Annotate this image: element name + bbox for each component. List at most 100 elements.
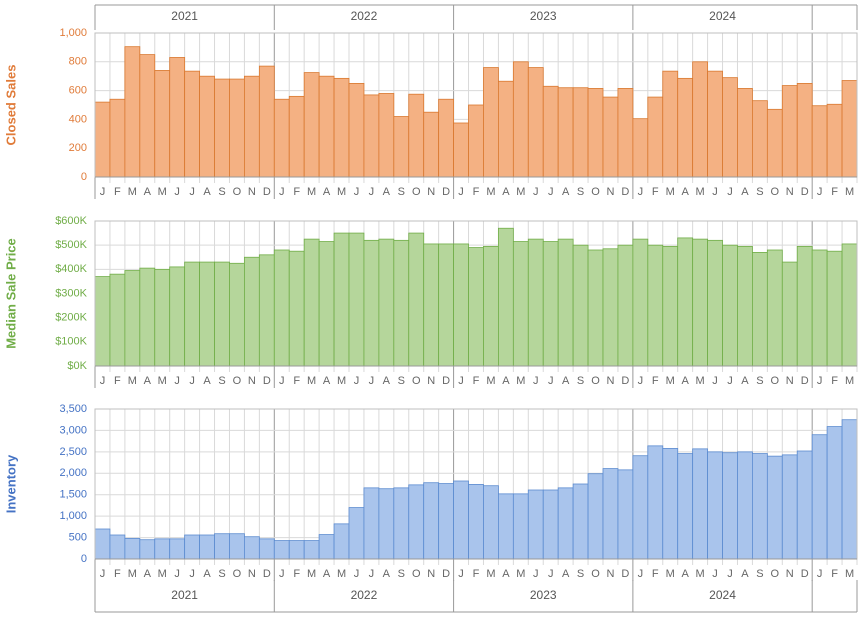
bar bbox=[722, 77, 738, 178]
x-tick-label: A bbox=[383, 375, 391, 387]
bar bbox=[378, 488, 395, 560]
x-tick-label: J bbox=[817, 186, 823, 198]
x-tick-label: J bbox=[712, 186, 718, 198]
bar bbox=[512, 61, 529, 178]
bar bbox=[557, 487, 574, 560]
x-tick-label: M bbox=[696, 568, 705, 580]
x-tick-label: J bbox=[174, 375, 180, 387]
x-tick-label: M bbox=[158, 375, 167, 387]
x-tick-label: S bbox=[756, 186, 763, 198]
bar bbox=[498, 227, 514, 367]
x-tick-label: F bbox=[652, 186, 659, 198]
y-tick-label: 2,500 bbox=[59, 446, 87, 458]
bar bbox=[184, 534, 200, 560]
x-tick-label: M bbox=[337, 186, 346, 198]
bar bbox=[438, 483, 454, 560]
x-tick-label: F bbox=[831, 375, 838, 387]
x-tick-label: F bbox=[114, 375, 121, 387]
bar bbox=[781, 261, 798, 367]
bar bbox=[707, 451, 723, 560]
x-tick-label: M bbox=[696, 375, 705, 387]
x-tick-label: A bbox=[502, 568, 510, 580]
x-tick-label: M bbox=[158, 568, 167, 580]
bar bbox=[617, 469, 634, 560]
x-tick-label: S bbox=[756, 375, 763, 387]
x-tick-label: A bbox=[741, 375, 749, 387]
x-tick-label: J bbox=[533, 375, 539, 387]
y-tick-label: $100K bbox=[55, 336, 87, 348]
bar bbox=[662, 70, 679, 178]
y-tick-label: $500K bbox=[55, 239, 87, 251]
bar bbox=[408, 93, 425, 178]
x-tick-label: O bbox=[591, 186, 600, 198]
bar bbox=[512, 241, 529, 367]
bar bbox=[707, 239, 723, 367]
bar bbox=[169, 538, 186, 560]
x-tick-label: O bbox=[412, 186, 421, 198]
bar bbox=[363, 94, 380, 178]
year-label: 2022 bbox=[351, 588, 378, 602]
x-tick-label: J bbox=[712, 375, 718, 387]
bar bbox=[139, 539, 156, 560]
bar bbox=[124, 538, 141, 560]
y-tick-label: 2,000 bbox=[59, 467, 87, 479]
x-tick-label: J bbox=[279, 186, 285, 198]
x-tick-label: D bbox=[801, 568, 809, 580]
x-tick-label: M bbox=[845, 186, 854, 198]
bar bbox=[214, 533, 230, 560]
bar bbox=[438, 243, 454, 367]
bar bbox=[468, 104, 484, 178]
y-tick-label: 200 bbox=[69, 142, 87, 154]
bar bbox=[199, 75, 215, 178]
year-label: 2024 bbox=[709, 9, 736, 23]
x-tick-label: N bbox=[427, 186, 435, 198]
bar bbox=[453, 480, 469, 560]
x-tick-label: J bbox=[279, 375, 285, 387]
bar bbox=[557, 87, 574, 178]
x-tick-label: J bbox=[100, 186, 106, 198]
year-label: 2024 bbox=[709, 588, 736, 602]
x-tick-label: N bbox=[606, 568, 614, 580]
year-label: 2023 bbox=[530, 588, 557, 602]
bar bbox=[752, 100, 768, 178]
x-tick-label: J bbox=[727, 568, 733, 580]
bar bbox=[94, 528, 111, 560]
x-tick-label: J bbox=[369, 375, 375, 387]
x-tick-label: J bbox=[638, 375, 644, 387]
x-tick-label: J bbox=[548, 375, 554, 387]
bar bbox=[796, 450, 813, 560]
bar bbox=[527, 489, 544, 560]
x-tick-label: O bbox=[591, 568, 600, 580]
x-tick-label: F bbox=[293, 568, 300, 580]
bar bbox=[184, 261, 200, 367]
bar bbox=[468, 484, 484, 560]
bar bbox=[109, 273, 126, 367]
bar bbox=[333, 523, 350, 560]
x-tick-label: F bbox=[473, 186, 480, 198]
bar bbox=[408, 232, 425, 367]
bar bbox=[453, 122, 469, 178]
x-tick-label: D bbox=[442, 568, 450, 580]
bar bbox=[722, 452, 738, 560]
x-tick-label: F bbox=[652, 375, 659, 387]
x-tick-label: M bbox=[666, 375, 675, 387]
y-tick-label: 400 bbox=[69, 113, 87, 125]
x-tick-label: O bbox=[771, 375, 780, 387]
y-tick-label: 800 bbox=[69, 56, 87, 68]
x-tick-label: F bbox=[293, 375, 300, 387]
bar bbox=[393, 116, 410, 178]
x-tick-label: A bbox=[562, 186, 570, 198]
y-tick-label: 600 bbox=[69, 85, 87, 97]
x-tick-label: J bbox=[638, 568, 644, 580]
bar bbox=[303, 238, 320, 367]
bar bbox=[408, 484, 425, 560]
bar bbox=[483, 245, 499, 367]
x-tick-label: J bbox=[458, 186, 464, 198]
x-tick-label: N bbox=[427, 568, 435, 580]
bar bbox=[587, 473, 604, 560]
bar bbox=[737, 451, 753, 560]
bar bbox=[542, 85, 559, 178]
bar bbox=[587, 88, 604, 178]
x-tick-label: M bbox=[128, 186, 137, 198]
x-tick-label: A bbox=[682, 186, 690, 198]
